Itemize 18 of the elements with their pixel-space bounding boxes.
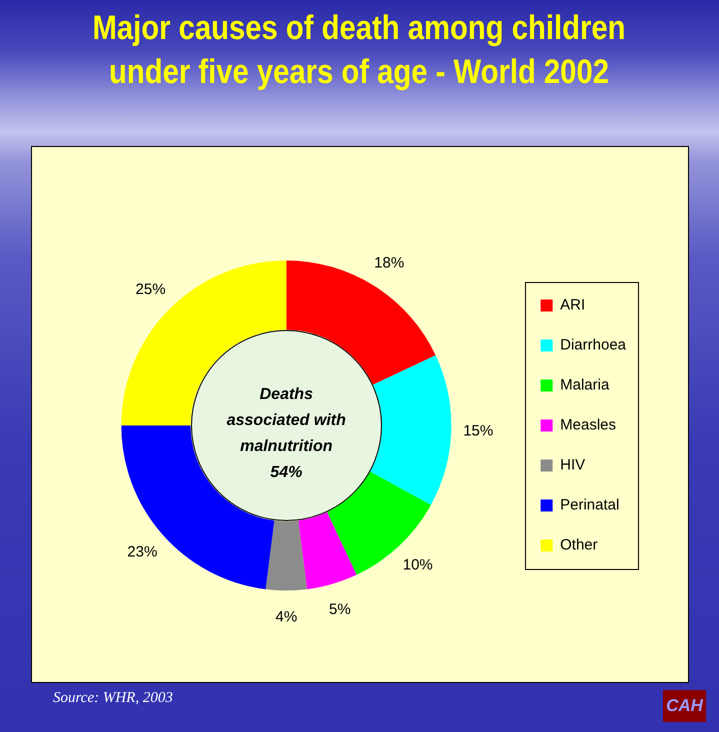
- text: CAH: [663, 690, 706, 722]
- data-label: 5%: [329, 601, 351, 618]
- legend-label: Diarrhoea: [560, 336, 627, 354]
- text: Deaths associated with malnutrition 54%: [226, 384, 347, 482]
- data-label: 23%: [127, 544, 158, 561]
- legend-label: Other: [560, 536, 598, 554]
- legend-label: Malaria: [560, 376, 610, 394]
- chart-title: Major causes of death among children under five years of age - World 2002: [92, 8, 626, 93]
- source-note: Source: WHR, 2003: [53, 690, 173, 707]
- data-label: 10%: [402, 556, 433, 574]
- legend-label: Measles: [560, 416, 616, 434]
- legend-label: HIV: [560, 456, 586, 474]
- data-label: 4%: [275, 608, 298, 626]
- data-label: 15%: [463, 422, 494, 440]
- legend-label: ARI: [560, 296, 586, 314]
- legend-label: Perinatal: [560, 496, 620, 514]
- data-label: 25%: [136, 280, 166, 298]
- data-label: 18%: [374, 254, 404, 272]
